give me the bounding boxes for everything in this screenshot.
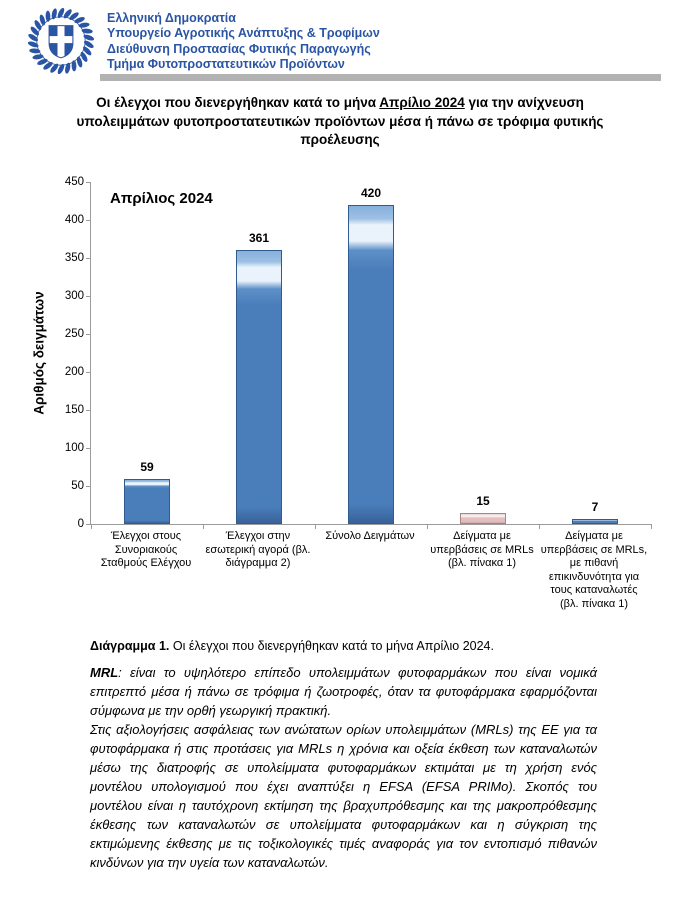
bar-value-label: 7: [591, 500, 599, 514]
header-separator-bar: [100, 74, 661, 81]
document-title: Οι έλεγχοι που διενεργήθηκαν κατά το μήν…: [60, 94, 620, 150]
bar-value-label: 361: [248, 231, 270, 245]
x-tick-mark: [203, 524, 204, 529]
title-underlined-date: Απρίλιο 2024: [379, 95, 465, 110]
org-line-republic: Ελληνική Δημοκρατία: [107, 11, 236, 25]
mrl-term: MRL: [90, 665, 119, 680]
y-tick-mark: [86, 220, 91, 221]
mrl-note-block: MRL: είναι το υψηλότερο επίπεδο υπολειμμ…: [90, 663, 597, 872]
caption-label: Διάγραμμα 1.: [90, 639, 170, 653]
y-tick-label: 450: [64, 176, 84, 188]
y-tick-mark: [86, 296, 91, 297]
y-tick-mark: [86, 448, 91, 449]
x-category-label: Έλεγχοι στους Συνοριακούς Σταθμούς Ελέγχ…: [100, 530, 192, 570]
bar-4: [460, 513, 506, 524]
y-tick-mark: [86, 182, 91, 183]
x-category-label: Δείγματα με υπερβάσεις σε MRLs, με πιθαν…: [540, 530, 648, 610]
y-tick-label: 100: [64, 442, 84, 454]
x-category-label: Δείγματα με υπερβάσεις σε MRLs (βλ. πίνα…: [430, 530, 534, 570]
bar-5: [572, 519, 618, 524]
x-tick-mark: [91, 524, 92, 529]
y-tick-label: 50: [71, 480, 84, 492]
y-tick-mark: [86, 486, 91, 487]
bar-3: [348, 205, 394, 524]
x-tick-mark: [315, 524, 316, 529]
org-line-directorate: Διεύθυνση Προστασίας Φυτικής Παραγωγής: [107, 41, 371, 56]
y-tick-mark: [86, 372, 91, 373]
y-tick-label: 300: [64, 290, 84, 302]
x-category-label: Σύνολο Δειγμάτων: [325, 530, 415, 542]
bar-chart: Απρίλιος 2024 Αριθμός δειγμάτων 0 50 100 15…: [0, 168, 679, 640]
note-paragraph-2: Στις αξιολογήσεις ασφάλειας των ανώτατων…: [90, 722, 597, 870]
bar-value-label: 59: [140, 460, 154, 474]
bar-value-label: 420: [360, 186, 382, 200]
plot-area: 0 50 100 150 200 250 300 350 400 450 59 361 420 15 7: [65, 176, 652, 530]
ministry-header-text: Ελληνική Δημοκρατία Υπουργείο Αγροτικής …: [107, 6, 380, 73]
y-axis-title: Αριθμός δειγμάτων: [31, 291, 47, 415]
org-line-department: Τμήμα Φυτοπροστατευτικών Προϊόντων: [107, 57, 345, 72]
y-tick-mark: [86, 410, 91, 411]
bar-2: [236, 250, 282, 524]
letterhead: Ελληνική Δημοκρατία Υπουργείο Αγροτικής …: [24, 6, 380, 76]
note-paragraph-1-text: : είναι το υψηλότερο επίπεδο υπολειμμάτω…: [90, 665, 597, 718]
bar-value-label: 15: [476, 494, 490, 508]
chart-title: Απρίλιος 2024: [110, 190, 213, 207]
y-tick-mark: [86, 334, 91, 335]
y-tick-label: 250: [64, 328, 84, 340]
x-tick-mark: [427, 524, 428, 529]
x-axis-category-labels: Έλεγχοι στους Συνοριακούς Σταθμούς Ελέγχ…: [90, 530, 650, 612]
caption-text: Οι έλεγχοι που διενεργήθηκαν κατά το μήν…: [169, 639, 494, 653]
y-tick-label: 400: [64, 214, 84, 226]
x-tick-mark: [539, 524, 540, 529]
y-tick-mark: [86, 258, 91, 259]
figure-caption: Διάγραμμα 1. Οι έλεγχοι που διενεργήθηκα…: [90, 639, 494, 653]
y-tick-mark: [86, 524, 91, 525]
y-tick-label: 200: [64, 366, 84, 378]
y-tick-label: 0: [77, 518, 84, 530]
title-part1: Οι έλεγχοι που διενεργήθηκαν κατά το μήν…: [96, 95, 380, 110]
greek-coat-of-arms-icon: [27, 7, 95, 75]
x-tick-mark: [651, 524, 652, 529]
y-tick-label: 350: [64, 252, 84, 264]
title-part2: για την ανίχνευση υπολειμμάτων φυτοπροστ…: [76, 95, 604, 147]
y-tick-label: 150: [64, 404, 84, 416]
x-category-label: Έλεγχοι στην εσωτερική αγορά (βλ. διάγρα…: [205, 530, 311, 570]
bar-1: [124, 479, 170, 524]
org-line-ministry: Υπουργείο Αγροτικής Ανάπτυξης & Τροφίμων: [107, 26, 380, 41]
note-paragraph-1: MRL: είναι το υψηλότερο επίπεδο υπολειμμ…: [90, 663, 597, 720]
